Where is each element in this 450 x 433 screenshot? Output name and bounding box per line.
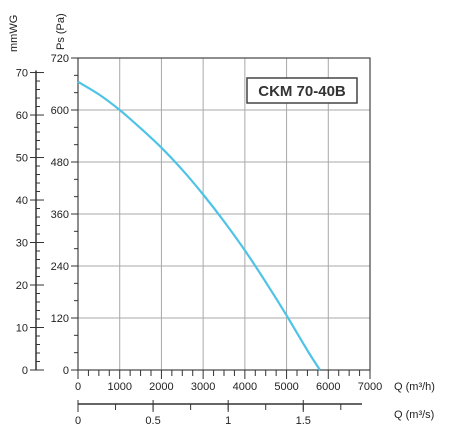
x2-tick-label: 1 xyxy=(225,415,231,427)
mmwg-tick-label: 0 xyxy=(22,365,28,377)
y-tick-label: 720 xyxy=(51,53,69,65)
y-axis-unit: Ps (Pa) xyxy=(55,13,67,50)
x-tick-label: 5000 xyxy=(274,381,298,393)
mmwg-tick-label: 40 xyxy=(16,195,28,207)
x2-tick-label: 0 xyxy=(75,415,81,427)
mmwg-tick-label: 70 xyxy=(16,68,28,80)
y-tick-label: 240 xyxy=(51,261,69,273)
x-tick-label: 0 xyxy=(75,381,81,393)
series xyxy=(77,80,321,371)
x-tick-label: 6000 xyxy=(316,381,340,393)
left-axis-unit: mmWG xyxy=(8,15,20,52)
axes xyxy=(30,57,371,412)
mmwg-tick-label: 30 xyxy=(16,238,28,250)
x-tick-label: 7000 xyxy=(358,381,382,393)
fan-curve-line xyxy=(77,80,321,371)
x2-axis-unit: Q (m³/s) xyxy=(394,409,434,421)
y-tick-label: 480 xyxy=(51,157,69,169)
mmwg-tick-label: 50 xyxy=(16,153,28,165)
x-axis-unit: Q (m³/h) xyxy=(394,381,435,393)
mmwg-tick-label: 60 xyxy=(16,110,28,122)
model-label-box: CKM 70-40B xyxy=(246,77,358,104)
x-tick-label: 3000 xyxy=(191,381,215,393)
grid xyxy=(78,57,371,370)
mmwg-tick-label: 10 xyxy=(16,323,28,335)
x-tick-label: 4000 xyxy=(233,381,257,393)
y-tick-label: 600 xyxy=(51,105,69,117)
y-tick-label: 360 xyxy=(51,209,69,221)
x-tick-label: 1000 xyxy=(107,381,131,393)
x-tick-label: 2000 xyxy=(149,381,173,393)
y-tick-label: 120 xyxy=(51,313,69,325)
y-tick-label: 0 xyxy=(63,365,69,377)
mmwg-tick-label: 20 xyxy=(16,280,28,292)
model-label: CKM 70-40B xyxy=(258,83,346,100)
x2-tick-label: 0.5 xyxy=(145,415,160,427)
x2-tick-label: 1.5 xyxy=(296,415,311,427)
